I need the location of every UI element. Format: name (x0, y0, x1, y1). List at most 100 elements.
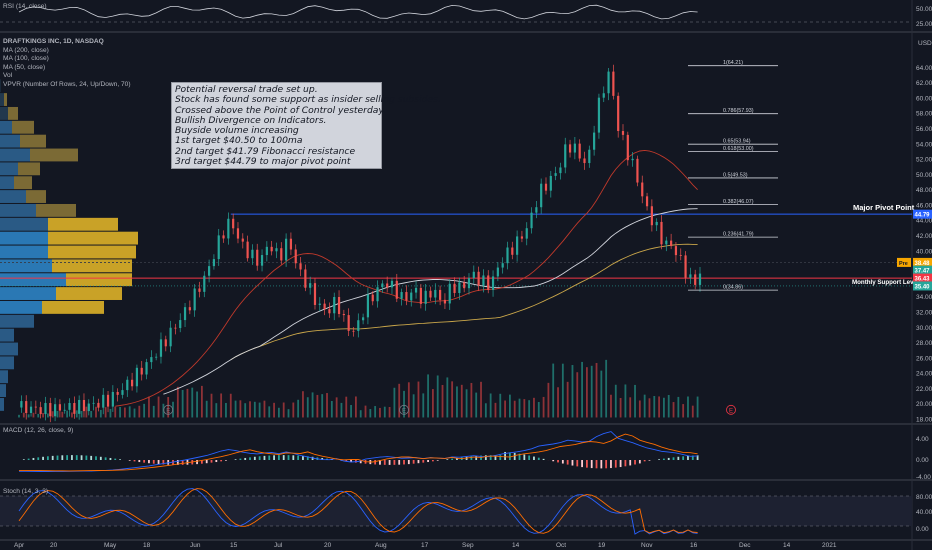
volume-bar (619, 398, 622, 418)
candle-body (679, 255, 682, 256)
price-badge-label: 44.79 (915, 213, 931, 219)
volume-profile-up (0, 120, 12, 134)
macd-legend[interactable]: MACD (12, 26, close, 9) (3, 427, 73, 436)
price-tick: 30.00 (916, 325, 932, 332)
volume-bar (277, 407, 280, 418)
candle-body (318, 303, 321, 305)
candle-body (174, 327, 177, 329)
volume-bar (95, 406, 97, 418)
macd-histogram-bar (456, 457, 458, 460)
earnings-marker (163, 404, 174, 415)
volume-bar (663, 397, 665, 418)
candle-body (602, 93, 605, 98)
price-badge-label: 36.43 (915, 277, 931, 283)
candle-body (400, 292, 403, 299)
macd-histogram-bar (682, 456, 685, 460)
candle-body (20, 401, 23, 408)
macd-histogram-bar (152, 460, 155, 464)
volume-bar (114, 406, 117, 418)
candle-body (198, 288, 201, 292)
rsi-legend[interactable]: RSI (14, close) (3, 3, 47, 12)
volume-bar (417, 381, 420, 418)
volume-bar (316, 394, 319, 418)
rsi-tick: 25.00 (916, 21, 932, 28)
candle-body (347, 315, 350, 331)
candle-body (289, 238, 293, 250)
price-tick: 20.00 (916, 401, 932, 408)
volume-bar (398, 383, 401, 418)
macd-histogram-bar (436, 460, 439, 461)
macd-histogram-bar (691, 455, 694, 460)
volume-profile-up (0, 356, 14, 370)
candle-body (140, 367, 143, 375)
time-tick: 15 (230, 542, 238, 549)
price-tick: 42.00 (916, 233, 932, 240)
macd-histogram-bar (542, 458, 545, 460)
time-tick: Nov (641, 542, 653, 549)
earnings-marker (399, 404, 409, 415)
monthly-support-label: Monthly Support Level (852, 279, 919, 286)
volume-profile-up (0, 259, 52, 273)
macd-histogram-bar (648, 460, 651, 461)
candle-body (208, 266, 211, 276)
price-tick: 48.00 (916, 187, 932, 194)
volume-profile-down (26, 190, 46, 203)
macd-histogram-bar (528, 455, 531, 460)
macd-histogram-bar (634, 460, 636, 465)
volume-bar (566, 381, 569, 418)
price-tick: 24.00 (916, 371, 932, 378)
volume-bar (258, 402, 261, 418)
volume-bar (128, 406, 131, 418)
macd-histogram-bar (138, 460, 141, 463)
macd-line (19, 431, 698, 472)
volume-bar (576, 372, 579, 418)
candle-body (203, 275, 206, 292)
candle-body (530, 212, 533, 229)
macd-histogram-bar (181, 460, 184, 465)
volume-bar (18, 414, 20, 418)
macd-histogram-bar (667, 457, 670, 460)
trade-note[interactable]: Potential reversal trade set up. Stock h… (171, 82, 441, 169)
macd-histogram-bar (359, 460, 362, 464)
macd-histogram-bar (42, 456, 44, 460)
time-tick: 14 (512, 542, 520, 549)
volume-bar (152, 405, 155, 418)
volume-bar (220, 393, 223, 418)
volume-bar (484, 403, 487, 418)
volume-bar (75, 410, 78, 418)
price-tick: 44.00 (916, 218, 932, 225)
volume-profile-up (0, 190, 26, 203)
price-badge-label: 35.40 (915, 284, 931, 290)
volume-bar (90, 410, 93, 418)
macd-histogram-bar (393, 460, 396, 465)
macd-histogram-bar (148, 460, 150, 464)
volume-bar (672, 402, 675, 418)
vol-legend: Vol (3, 72, 13, 79)
volume-bar (133, 408, 136, 418)
macd-histogram-bar (677, 456, 680, 460)
volume-bar (157, 396, 160, 418)
candle-body (439, 289, 442, 300)
volume-profile-up (0, 203, 36, 217)
volume-profile-down (18, 162, 40, 176)
main-legend[interactable]: DRAFTKINGS INC, 1D, NASDAQ MA (200, clos… (3, 38, 131, 89)
volume-bar (682, 404, 685, 418)
price-tick: 40.00 (916, 248, 932, 255)
fibonacci-levels: 1(64.21) 0.786(57.93) 0.65(53.94)0.618(53.… (688, 60, 778, 291)
macd-histogram-bar (210, 460, 213, 463)
volume-bar (658, 396, 660, 418)
macd-histogram-bar (143, 460, 146, 463)
stoch-legend[interactable]: Stoch (14, 3, 3) (3, 488, 48, 497)
rsi-pane (0, 4, 912, 23)
volume-bar (66, 410, 69, 418)
volume-bar (167, 397, 170, 418)
volume-profile (0, 79, 138, 411)
volume-bar (37, 413, 40, 418)
candle-body (313, 283, 317, 305)
volume-bar (354, 396, 357, 418)
macd-histogram-bar (104, 457, 107, 460)
macd-histogram-bar (629, 460, 632, 466)
candle-body (453, 283, 456, 294)
